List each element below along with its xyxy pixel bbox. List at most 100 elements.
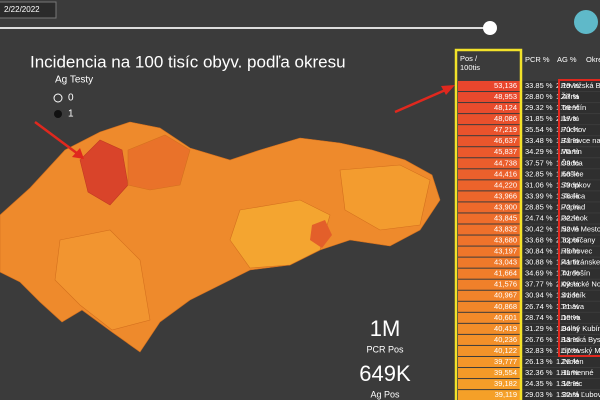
district-name: Humenné [561,368,594,377]
row-background [522,345,600,356]
cell-background [458,290,520,301]
district-name: Kysucké Nov [561,280,600,289]
ag-value: 1.84 % [556,324,580,333]
table-row[interactable]: 44,738 37.57 % 1.99 %Čadca [458,158,600,169]
district-name: Košice [561,169,584,178]
table-row[interactable]: 40,868 26.74 % 1.21 %Trnava [458,301,600,312]
ag-value: 2.32 % [556,236,580,245]
district[interactable] [229,199,331,269]
table-row[interactable]: 43,832 30.42 % 1.52 %Nové Mesto [458,224,600,235]
table-row[interactable]: 43,966 33.99 % 1.76 %Skalica [458,191,600,202]
table-row[interactable]: 40,122 32.83 % 1.57 %Liptovský Mi [458,345,600,356]
ag-value: 1.52 % [556,225,580,234]
row-background [522,80,600,92]
ag-value: 1.77 % [556,136,580,145]
table-row[interactable]: 41,576 37.77 %2.09 %Kysucké Nov [458,279,600,290]
table-row[interactable]: 43,197 30.84 % 1.76 %Hlohovec [458,246,600,257]
district-name: Skalica [561,191,586,200]
cell-background [458,356,520,368]
pos-value: 40,868 [494,302,517,311]
arrow [34,120,83,159]
date: 2/22/2022 [4,5,40,14]
ag-value: 1.41 % [556,291,580,300]
table-row[interactable]: 43,845 24.74 % 2.32 %Pezinok [458,213,600,224]
district[interactable] [310,220,332,248]
ag-value: 1.70 % [556,125,580,134]
cell-background [458,345,520,356]
table-row[interactable]: 39,777 26.13 % 1.26 %Zvolen [458,356,600,368]
district-name: Nové Mesto [561,225,600,234]
pos-value: 46,637 [494,136,517,145]
pos-value: 43,900 [494,202,517,211]
cell-background [458,80,520,92]
ag-value: 1.21 % [556,302,580,311]
table-row[interactable]: 40,236 26.76 % 1.13 %Banská Byst [458,334,600,345]
row-background [522,356,600,368]
pcr-value: 31.85 % [525,114,553,123]
table-row[interactable]: 53,136 33.85 %2.19 %Považská By [458,80,600,92]
table-row[interactable]: 48,953 28.80 % 1.47 %Žilina [458,92,600,103]
row-background [522,169,600,180]
cell-background [458,390,520,400]
pos-value: 43,197 [494,247,517,256]
district[interactable] [127,134,191,191]
table-row[interactable]: 44,416 32.85 % 1.58 %Košice [458,169,600,180]
table-row[interactable]: 41,664 34.69 % 1.41 %Tvrdošín [458,268,600,279]
table-row[interactable]: 45,837 34.29 % 1.70 %Martin [458,147,600,158]
row-background [522,114,600,125]
table-row[interactable]: 43,900 28.85 % 1.72 %Poprad [458,202,600,213]
district-name: Topoľčany [561,236,596,245]
cell-background [458,268,520,279]
pcr-value: 29.03 % [525,390,553,399]
table-row[interactable]: 48,124 29.32 % 1.66 %Trenčín [458,103,600,114]
district-name: Stará Ľubov [561,390,600,399]
table-row[interactable]: 47,219 35.54 % 1.70 %Púchov [458,125,600,136]
table-row[interactable]: 43,043 30.88 % 1.41 %Partizánske [458,257,600,268]
pos-value: 43,680 [494,236,517,245]
column-header[interactable]: Okres [586,55,600,64]
table-row[interactable]: 39,182 24.35 % 1.12 %Senec [458,379,600,390]
table-row[interactable]: 39,119 29.03 % 1.22 %Stará Ľubov [458,390,600,400]
table-row[interactable]: 46,637 33.48 %1.77 %Bánovce nad [458,136,600,147]
table-row[interactable]: 39,554 32.36 % 1.11 %Humenné [458,368,600,379]
table-row[interactable]: 44,220 31.06 % 1.79 %Stropkov [458,180,600,191]
ag-value: 2.17 % [556,114,580,123]
table-row[interactable]: 40,601 28.74 % 1.10 %Detva [458,312,600,323]
pos-value: 39,119 [495,390,517,399]
row-background [522,301,600,312]
ag-value: 1.41 % [556,269,580,278]
district-name: Zvolen [561,357,584,366]
kpi-label: PCR Pos [366,344,404,354]
cell-background [458,202,520,213]
slider-handle[interactable] [483,21,497,35]
pos-value: 41,664 [494,269,517,278]
pcr-value: 30.84 % [525,247,553,256]
pcr-value: 29.32 % [525,103,553,112]
column-header[interactable]: 100tis [460,63,480,72]
column-header[interactable]: AG % [557,55,577,64]
date-box[interactable] [0,1,57,19]
column-header[interactable]: PCR % [525,55,550,64]
district-name: Dolný Kubín [561,324,600,333]
pcr-value: 24.35 % [525,379,553,388]
table-row[interactable]: 43,680 33.68 % 2.32 %Topoľčany [458,235,600,246]
ag-value: 1.22 % [556,390,580,399]
ag-value: 1.57 % [556,346,580,355]
column-header[interactable]: Pos / [460,54,478,63]
row-background [522,390,600,400]
pcr-value: 33.68 % [525,236,553,245]
ag-value: 2.32 % [556,213,580,222]
cell-background [458,136,520,147]
district-name: Detva [561,313,581,322]
highlight-box [454,48,523,400]
row-background [522,290,600,301]
district-name: Trnava [561,302,585,311]
table-row[interactable]: 48,086 31.85 % 2.17 %Ilava [458,114,600,125]
table-row[interactable]: 40,967 30.94 % 1.41 %Svidník [458,290,600,301]
pcr-value: 33.99 % [525,191,553,200]
district[interactable] [54,229,151,331]
table-row[interactable]: 40,419 31.29 % 1.84 %Dolný Kubín [458,323,600,334]
pos-value: 48,086 [494,114,517,123]
district[interactable] [339,164,431,231]
district-name: Poprad [561,202,585,211]
